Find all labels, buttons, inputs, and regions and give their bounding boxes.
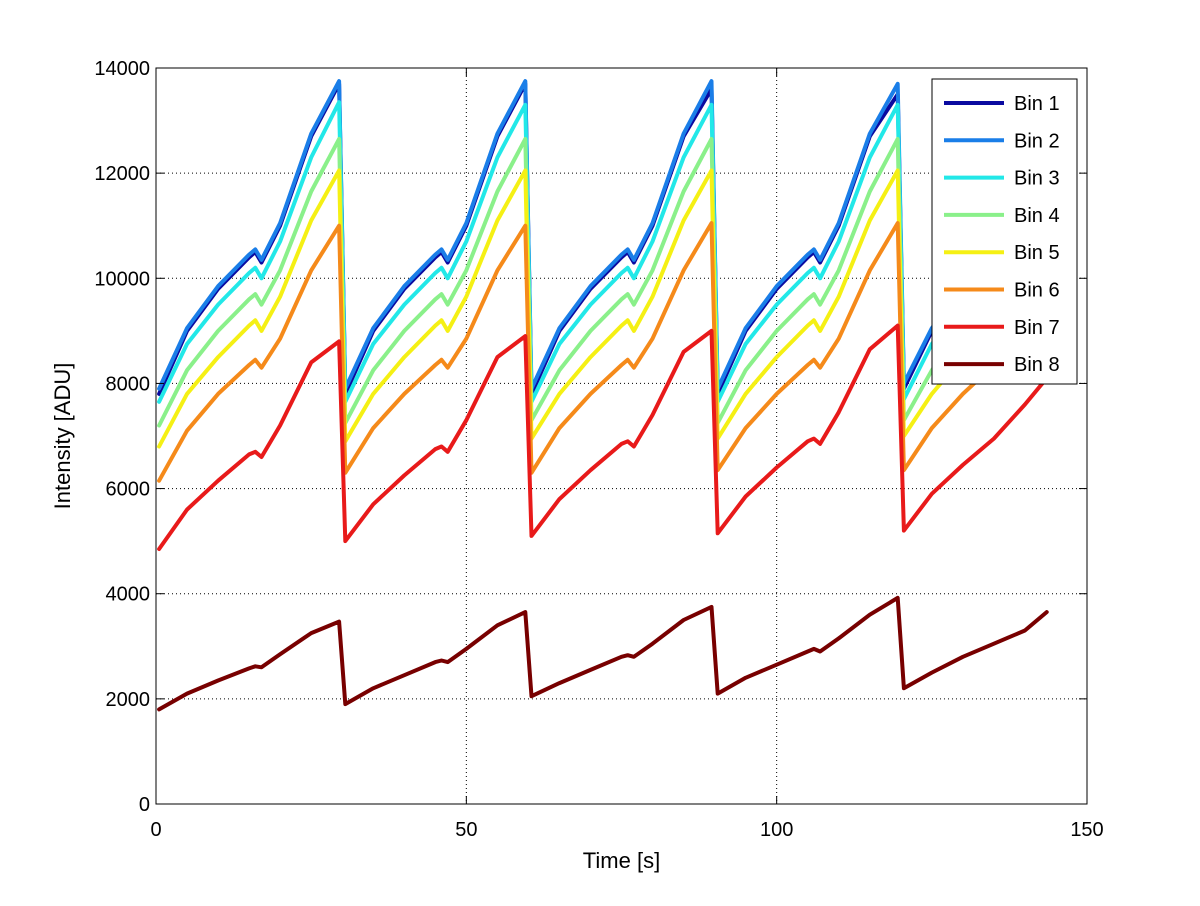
y-tick-label: 2000 xyxy=(106,689,151,711)
x-tick-label: 0 xyxy=(150,819,161,841)
series-lines xyxy=(157,79,1049,712)
legend-label-bin-1: Bin 1 xyxy=(1014,93,1060,115)
series-line-bin-2 xyxy=(157,79,1049,391)
series-line-bin-5 xyxy=(157,168,1049,449)
legend-label-bin-5: Bin 5 xyxy=(1014,242,1060,264)
series-line-bin-4 xyxy=(157,137,1049,428)
legend-label-bin-3: Bin 3 xyxy=(1014,168,1060,190)
legend: Bin 1 Bin 2 Bin 3 Bin 4 Bin 5 Bin 6 Bin 7 Bin 8 xyxy=(931,78,1078,385)
y-axis-label: Intensity [ADU] xyxy=(50,363,75,510)
series-line-bin-3 xyxy=(157,100,1049,404)
grid xyxy=(156,68,1087,804)
series-line-bin-8 xyxy=(157,595,1049,712)
legend-label-bin-6: Bin 6 xyxy=(1014,280,1060,302)
axes-box xyxy=(155,67,1088,805)
y-tick-label: 6000 xyxy=(106,479,151,501)
legend-label-bin-4: Bin 4 xyxy=(1014,205,1060,227)
legend-box xyxy=(931,78,1078,385)
x-tick-label: 100 xyxy=(760,819,793,841)
x-tick-label: 50 xyxy=(455,819,477,841)
legend-label-bin-8: Bin 8 xyxy=(1014,354,1060,376)
y-tick-label: 4000 xyxy=(106,584,151,606)
y-tick-label: 14000 xyxy=(94,58,150,80)
y-tick-label: 0 xyxy=(139,794,150,816)
x-tick-label: 150 xyxy=(1070,819,1103,841)
x-axis-label: Time [s] xyxy=(583,848,660,873)
y-tick-label: 10000 xyxy=(94,268,150,290)
legend-label-bin-7: Bin 7 xyxy=(1014,317,1060,339)
y-tick-label: 8000 xyxy=(106,373,151,395)
y-tick-label: 12000 xyxy=(94,163,150,185)
series-line-bin-7 xyxy=(157,323,1049,551)
series-line-bin-6 xyxy=(157,221,1049,483)
legend-label-bin-2: Bin 2 xyxy=(1014,130,1060,152)
axis-ticks: 0 50 100 150 0 2000 4000 6000 8000 10000 12000 1400… xyxy=(94,58,1103,841)
